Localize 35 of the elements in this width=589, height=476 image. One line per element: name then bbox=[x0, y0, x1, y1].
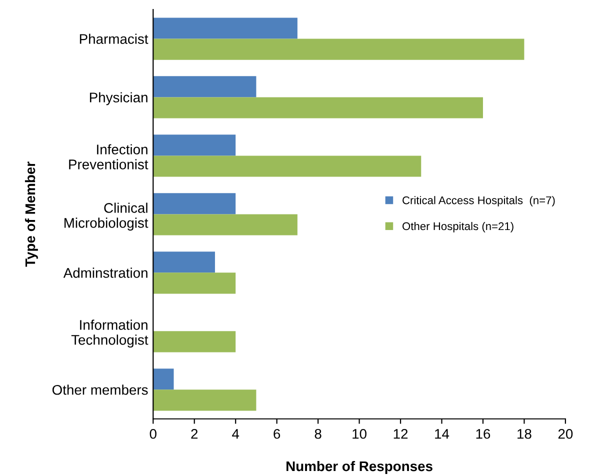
y-tick-label: Physician bbox=[90, 92, 148, 106]
bar bbox=[153, 193, 236, 214]
x-tick-label: 6 bbox=[274, 428, 280, 439]
bar bbox=[153, 97, 483, 118]
x-tick-label: 4 bbox=[232, 429, 240, 439]
x-tick-label: 8 bbox=[314, 428, 322, 439]
bar bbox=[153, 38, 524, 60]
x-tick-label: 16 bbox=[476, 428, 490, 439]
bar bbox=[153, 331, 236, 352]
bar bbox=[153, 272, 236, 294]
bar bbox=[153, 134, 236, 156]
x-tick-label: 12 bbox=[394, 428, 408, 439]
x-axis-title: Number of Responses bbox=[286, 460, 432, 474]
bar bbox=[153, 18, 298, 39]
legend-label: Other Hospitals (n=21) bbox=[402, 222, 514, 232]
y-tick-label: Adminstration bbox=[63, 268, 148, 278]
y-tick-label: Information Technologist bbox=[71, 320, 148, 348]
y-tick-label: Clinical Microbiologist bbox=[64, 202, 148, 231]
bar bbox=[153, 214, 298, 236]
bar bbox=[153, 156, 422, 177]
x-tick-label: 14 bbox=[435, 429, 450, 439]
y-tick-label: Pharmacist bbox=[80, 34, 148, 44]
bar bbox=[153, 368, 174, 390]
bar bbox=[153, 76, 256, 98]
legend-label: Critical Access Hospitals (n=7) bbox=[402, 196, 555, 206]
y-axis-title: Type of Member bbox=[24, 162, 38, 267]
x-tick-label: 18 bbox=[518, 428, 532, 439]
x-tick-label: 10 bbox=[352, 428, 366, 439]
x-tick-label: 0 bbox=[150, 428, 156, 439]
y-tick-label: Other members bbox=[52, 384, 148, 395]
bar bbox=[153, 390, 256, 411]
y-tick-label: Infection Preventionist bbox=[69, 144, 148, 170]
x-tick-label: 2 bbox=[191, 428, 198, 439]
x-tick-label: 20 bbox=[558, 428, 573, 439]
bar bbox=[153, 252, 215, 273]
